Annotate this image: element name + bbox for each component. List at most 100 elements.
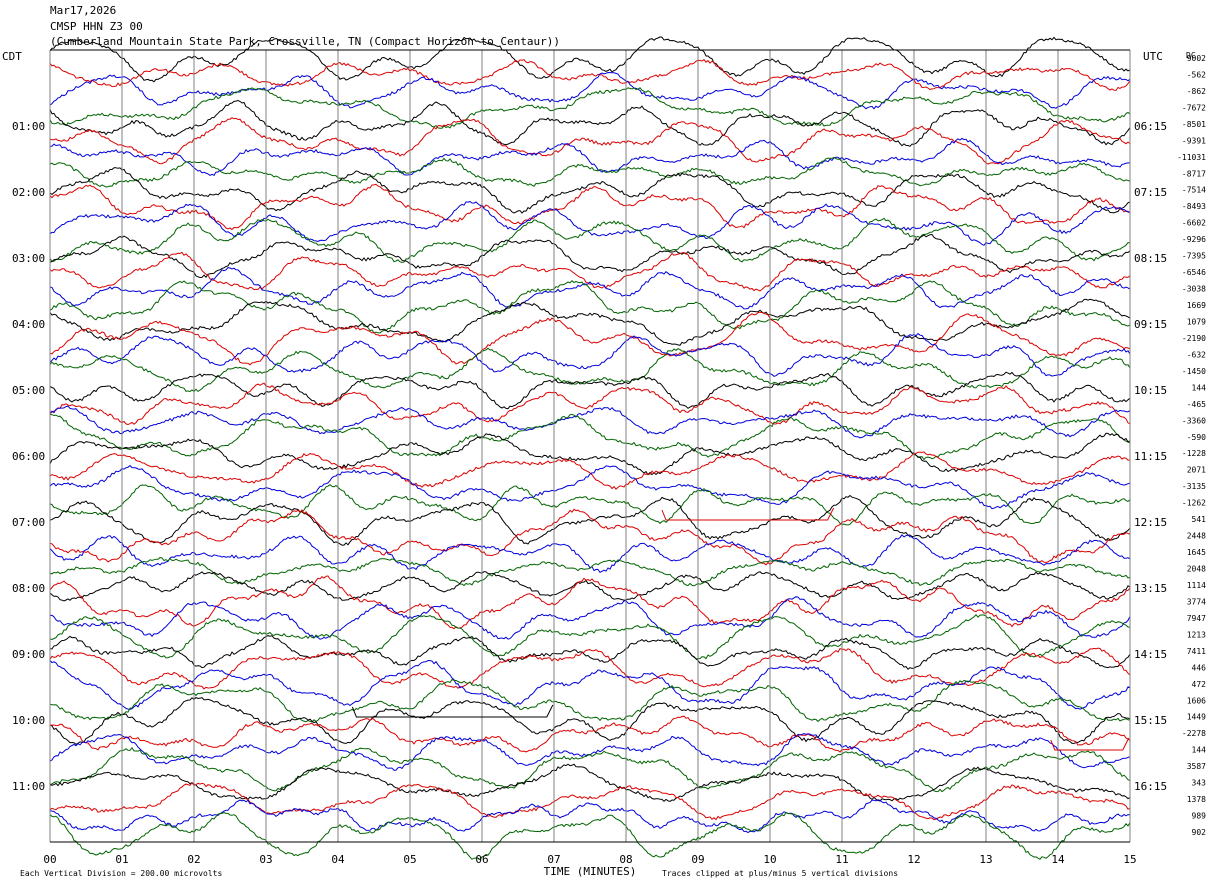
seismic-trace bbox=[49, 99, 1131, 147]
clipped-event bbox=[661, 507, 835, 521]
seismic-trace bbox=[49, 298, 1131, 346]
cdt-hour-label: 11:00 bbox=[12, 780, 45, 793]
utc-hour-label: 09:15 bbox=[1134, 318, 1167, 331]
utc-hour-label: 07:15 bbox=[1134, 186, 1167, 199]
seismic-trace bbox=[49, 647, 1131, 690]
seismic-trace bbox=[49, 432, 1131, 476]
seismic-trace bbox=[49, 58, 1131, 91]
x-tick-label: 12 bbox=[907, 853, 920, 866]
dc-offset-value: -562 bbox=[1187, 71, 1206, 80]
header-date: Mar17,2026 bbox=[50, 4, 116, 17]
dc-offset-value: 7947 bbox=[1187, 614, 1206, 623]
seismic-trace bbox=[49, 183, 1131, 231]
clip-note: Traces clipped at plus/minus 5 vertical … bbox=[662, 869, 898, 878]
dc-offset-value: -9296 bbox=[1182, 235, 1206, 244]
seismic-trace bbox=[49, 571, 1131, 602]
cdt-hour-label: 05:00 bbox=[12, 384, 45, 397]
dc-offset-value: 472 bbox=[1192, 680, 1207, 689]
x-tick-label: 07 bbox=[547, 853, 560, 866]
dc-offset-value: -2278 bbox=[1182, 729, 1206, 738]
seismic-trace bbox=[49, 557, 1131, 587]
utc-hour-label: 11:15 bbox=[1134, 450, 1167, 463]
seismic-trace bbox=[49, 494, 1131, 546]
dc-offset-value: -7514 bbox=[1182, 186, 1206, 195]
dc-offset-value: -3360 bbox=[1182, 416, 1206, 425]
seismic-trace bbox=[49, 464, 1131, 510]
seismic-trace bbox=[49, 371, 1131, 410]
seismic-trace bbox=[49, 678, 1131, 723]
cdt-hour-labels: 01:00 02:00 03:00 04:00 05:00 06:00 07:00 08:00… bbox=[12, 120, 45, 793]
dc-offset-value: 989 bbox=[1192, 812, 1207, 821]
seismic-trace bbox=[49, 167, 1131, 214]
dc-offset-value: 3587 bbox=[1187, 762, 1206, 771]
seismic-trace bbox=[50, 635, 1131, 670]
utc-hour-label: 13:15 bbox=[1134, 582, 1167, 595]
seismic-trace bbox=[49, 763, 1131, 802]
cdt-hour-label: 08:00 bbox=[12, 582, 45, 595]
dc-offset-value: 1378 bbox=[1187, 795, 1206, 804]
dc-offset-value: -3135 bbox=[1182, 482, 1206, 491]
utc-hour-label: 08:15 bbox=[1134, 252, 1167, 265]
x-tick-labels: 00 01 02 03 04 05 06 07 08 09 10 11 12 13 14 15 bbox=[43, 853, 1136, 866]
header-location: (Cumberland Mountain State Park, Crossvi… bbox=[50, 35, 560, 48]
x-tick-label: 03 bbox=[259, 853, 272, 866]
clipped-event bbox=[351, 704, 554, 718]
dc-offset-value: 2448 bbox=[1187, 532, 1206, 541]
seismic-trace bbox=[49, 696, 1131, 745]
dc-offset-value: 541 bbox=[1192, 515, 1207, 524]
dc-offset-value: -7395 bbox=[1182, 252, 1206, 261]
x-tick-label: 06 bbox=[475, 853, 488, 866]
dc-offset-value: 1669 bbox=[1187, 301, 1206, 310]
dc-offset-value: -590 bbox=[1187, 433, 1206, 442]
utc-hour-label: 16:15 bbox=[1134, 780, 1167, 793]
utc-hour-label: 12:15 bbox=[1134, 516, 1167, 529]
x-tick-label: 00 bbox=[43, 853, 56, 866]
x-tick-label: 08 bbox=[619, 853, 632, 866]
seismic-trace bbox=[49, 117, 1131, 165]
seismic-trace bbox=[49, 508, 1131, 566]
dc-offset-value: 2048 bbox=[1187, 565, 1206, 574]
scale-note: Each Vertical Division = 200.00 microvol… bbox=[20, 869, 222, 878]
dc-offset-value: 1079 bbox=[1187, 318, 1206, 327]
dc-offset-value: -1450 bbox=[1182, 367, 1206, 376]
x-tick-label: 09 bbox=[691, 853, 704, 866]
seismic-trace bbox=[49, 267, 1131, 310]
cdt-hour-label: 07:00 bbox=[12, 516, 45, 529]
left-axis-label: CDT bbox=[2, 50, 22, 63]
seismic-trace bbox=[49, 87, 1131, 129]
dc-offset-value: -1262 bbox=[1182, 499, 1206, 508]
dc-offset-value: -6546 bbox=[1182, 268, 1206, 277]
clipped-event bbox=[1050, 737, 1130, 751]
utc-hour-label: 14:15 bbox=[1134, 648, 1167, 661]
seismic-trace bbox=[49, 217, 1131, 263]
x-axis-title: TIME (MINUTES) bbox=[544, 865, 637, 878]
dc-column-label: DC bbox=[1186, 51, 1196, 60]
dc-offset-value: 144 bbox=[1192, 746, 1207, 755]
seismic-trace bbox=[49, 405, 1131, 439]
dc-offset-value: 7411 bbox=[1187, 647, 1206, 656]
dc-offset-value: 902 bbox=[1192, 828, 1207, 837]
dc-offset-value: -632 bbox=[1187, 350, 1206, 359]
cdt-hour-label: 02:00 bbox=[12, 186, 45, 199]
dc-offset-value: 1114 bbox=[1187, 581, 1206, 590]
header-station: CMSP HHN Z3 00 bbox=[50, 20, 143, 33]
x-tick-label: 13 bbox=[979, 853, 992, 866]
seismic-trace bbox=[49, 413, 1131, 461]
seismic-trace bbox=[49, 279, 1131, 334]
utc-hour-label: 06:15 bbox=[1134, 120, 1167, 133]
seismic-trace bbox=[49, 747, 1131, 793]
dc-offset-value: 446 bbox=[1192, 663, 1207, 672]
dc-offset-value: 1606 bbox=[1187, 696, 1206, 705]
x-tick-label: 04 bbox=[331, 853, 345, 866]
dc-offset-value: -6602 bbox=[1182, 219, 1206, 228]
seismic-trace bbox=[49, 715, 1131, 753]
dc-offset-value: -8501 bbox=[1182, 120, 1206, 129]
seismic-trace bbox=[49, 799, 1131, 834]
dc-offset-value: 2071 bbox=[1187, 466, 1206, 475]
dc-offset-value: -862 bbox=[1187, 87, 1206, 96]
dc-offset-value: -7672 bbox=[1182, 103, 1206, 112]
seismic-trace bbox=[49, 811, 1131, 861]
x-tick-label: 11 bbox=[835, 853, 848, 866]
seismic-trace bbox=[49, 156, 1131, 188]
